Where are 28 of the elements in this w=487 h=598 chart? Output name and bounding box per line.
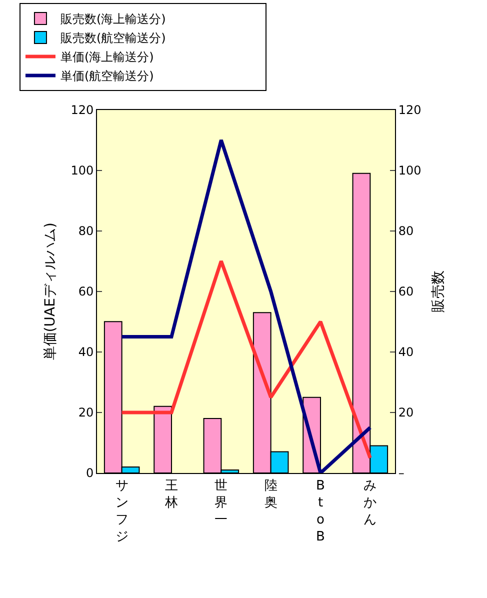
y2-tick-label: 20 [398,406,414,420]
y-tick-label: 0 [86,466,94,480]
y2-tick-label: 100 [398,164,422,178]
x-tick-label: みかん [364,478,377,528]
y-tick-label: 60 [78,284,94,299]
legend-label: 販売数(海上輸送分) [60,12,166,26]
line-series [120,138,372,473]
y-axis-title: 単価(UAEディルハム) [42,222,58,360]
x-tick-label: 王林 [164,478,178,510]
y-tick-label: 80 [78,224,94,238]
legend-label: 販売数(航空輸送分) [60,31,166,46]
x-tick-label: サンフジ [115,478,128,544]
y-tick-label: 120 [70,102,94,117]
x-tick-label: 陸奥 [264,478,278,510]
y2-tick-label: 120 [398,102,422,117]
line-series [120,259,372,460]
legend-label: 単価(海上輸送分) [60,50,154,64]
y-tick-label: 100 [70,164,94,178]
x-tick-label: BtoB [316,478,325,544]
y2-tick-label: – [398,466,404,480]
y2-tick-label: 60 [398,284,414,299]
y-tick-label: 20 [78,406,94,420]
x-tick-label: 世界一 [214,478,228,528]
y2-tick-label: 40 [398,345,414,360]
legend-label: 単価(航空輸送分) [60,69,154,84]
y2-tick-label: 80 [398,224,414,238]
y2-axis-title: 販売数 [430,270,447,312]
y-tick-label: 40 [78,345,94,360]
